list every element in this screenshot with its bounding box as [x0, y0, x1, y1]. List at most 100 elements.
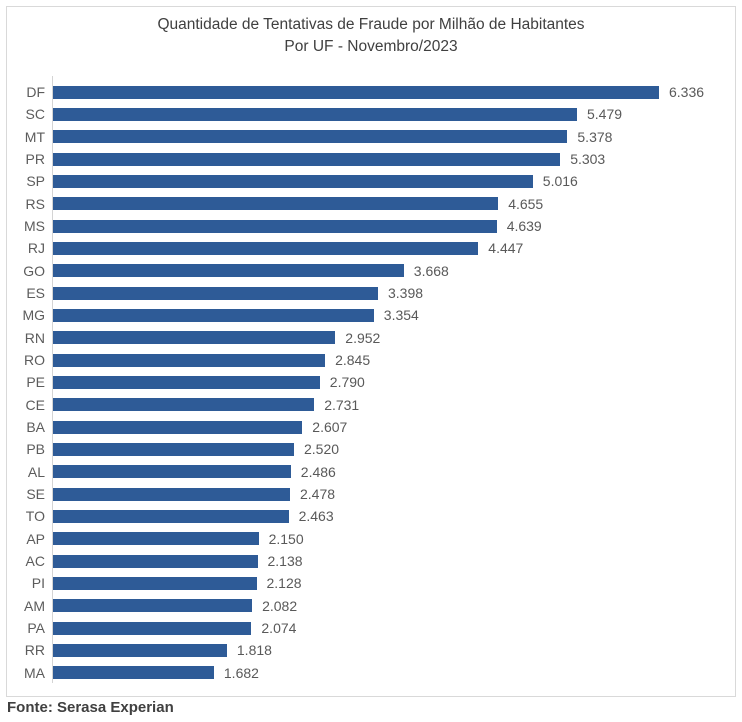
value-label: 1.682: [223, 664, 259, 681]
category-label: AM: [24, 597, 45, 614]
chart-title-block: Quantidade de Tentativas de Fraude por M…: [0, 14, 742, 58]
category-label: MS: [24, 218, 45, 235]
category-label: AL: [27, 463, 45, 480]
bar-row: PA 2.074: [0, 617, 742, 639]
value-label: 1.818: [236, 642, 272, 659]
bar-row: DF 6.336: [0, 81, 742, 103]
bar-row: RR 1.818: [0, 639, 742, 661]
value-label: 5.479: [587, 106, 623, 123]
bar-row: MS 4.639: [0, 215, 742, 237]
value-label: 2.486: [300, 463, 336, 480]
value-label: 6.336: [669, 84, 705, 101]
category-label: PR: [25, 151, 45, 168]
bar: [53, 621, 252, 635]
category-label: DF: [26, 84, 45, 101]
category-label: SC: [25, 106, 45, 123]
category-label: AC: [25, 553, 45, 570]
bar-row: CE 2.731: [0, 394, 742, 416]
bar-row: ES 3.398: [0, 282, 742, 304]
bar-row: MA 1.682: [0, 662, 742, 684]
bar: [53, 599, 253, 613]
bar-row: AP 2.150: [0, 528, 742, 550]
bar-row: RJ 4.447: [0, 237, 742, 259]
bar: [53, 241, 479, 255]
category-label: RS: [25, 195, 45, 212]
bar-row: AL 2.486: [0, 461, 742, 483]
category-label: CE: [25, 396, 45, 413]
value-label: 2.478: [300, 486, 336, 503]
value-label: 2.128: [266, 575, 302, 592]
value-label: 5.378: [577, 128, 613, 145]
y-axis-line: [52, 76, 53, 683]
bar: [53, 197, 499, 211]
bar: [53, 420, 303, 434]
value-label: 2.845: [335, 352, 371, 369]
bar-row: TO 2.463: [0, 505, 742, 527]
category-label: AP: [26, 530, 45, 547]
bar-rows: DF 6.336 SC 5.479 MT 5.378 PR 5.303 SP 5.016 RS 4.6…: [0, 81, 742, 684]
bar-row: PB 2.520: [0, 438, 742, 460]
value-label: 2.607: [312, 419, 348, 436]
category-label: RO: [24, 352, 45, 369]
value-label: 3.668: [413, 262, 449, 279]
bar-row: SC 5.479: [0, 103, 742, 125]
category-label: ES: [26, 285, 45, 302]
bar: [53, 107, 577, 121]
bar-row: RS 4.655: [0, 193, 742, 215]
category-label: BA: [26, 419, 45, 436]
bar: [53, 509, 289, 523]
value-label: 2.952: [345, 329, 381, 346]
category-label: MG: [22, 307, 45, 324]
value-label: 3.354: [383, 307, 419, 324]
category-label: SP: [26, 173, 45, 190]
category-label: PE: [26, 374, 45, 391]
bar: [53, 576, 257, 590]
category-label: MA: [24, 664, 45, 681]
value-label: 2.463: [298, 508, 334, 525]
bar: [53, 353, 326, 367]
bar-row: RN 2.952: [0, 327, 742, 349]
bar: [53, 219, 497, 233]
bar: [53, 85, 659, 99]
bar-row: AM 2.082: [0, 595, 742, 617]
bar-row: MG 3.354: [0, 304, 742, 326]
bar: [53, 152, 561, 166]
bar-row: BA 2.607: [0, 416, 742, 438]
value-label: 2.082: [262, 597, 298, 614]
bar-row: PR 5.303: [0, 148, 742, 170]
category-label: RR: [24, 642, 45, 659]
source-note: Fonte: Serasa Experian: [7, 699, 174, 716]
chart-title: Quantidade de Tentativas de Fraude por M…: [157, 16, 585, 33]
category-label: RJ: [27, 240, 45, 257]
value-label: 2.150: [268, 530, 304, 547]
value-label: 4.447: [488, 240, 524, 257]
bar: [53, 331, 336, 345]
bar-row: PI 2.128: [0, 572, 742, 594]
bar-row: RO 2.845: [0, 349, 742, 371]
value-label: 2.520: [304, 441, 340, 458]
bar: [53, 375, 320, 389]
bar: [53, 487, 290, 501]
value-label: 2.790: [329, 374, 365, 391]
bar: [53, 554, 258, 568]
category-label: TO: [25, 508, 45, 525]
value-label: 2.138: [267, 553, 303, 570]
bar-row: SP 5.016: [0, 170, 742, 192]
category-label: PA: [27, 620, 45, 637]
category-label: RN: [24, 329, 45, 346]
bar: [53, 130, 568, 144]
value-label: 2.074: [261, 620, 297, 637]
bar: [53, 465, 291, 479]
value-label: 3.398: [388, 285, 424, 302]
category-label: PB: [26, 441, 45, 458]
chart-subtitle: Por UF - Novembro/2023: [284, 38, 458, 55]
bar: [53, 398, 315, 412]
bar: [53, 532, 259, 546]
bar-row: AC 2.138: [0, 550, 742, 572]
bar: [53, 264, 404, 278]
value-label: 4.655: [508, 195, 544, 212]
bar: [53, 286, 378, 300]
bar: [53, 174, 533, 188]
value-label: 5.303: [570, 151, 606, 168]
bar-row: PE 2.790: [0, 371, 742, 393]
